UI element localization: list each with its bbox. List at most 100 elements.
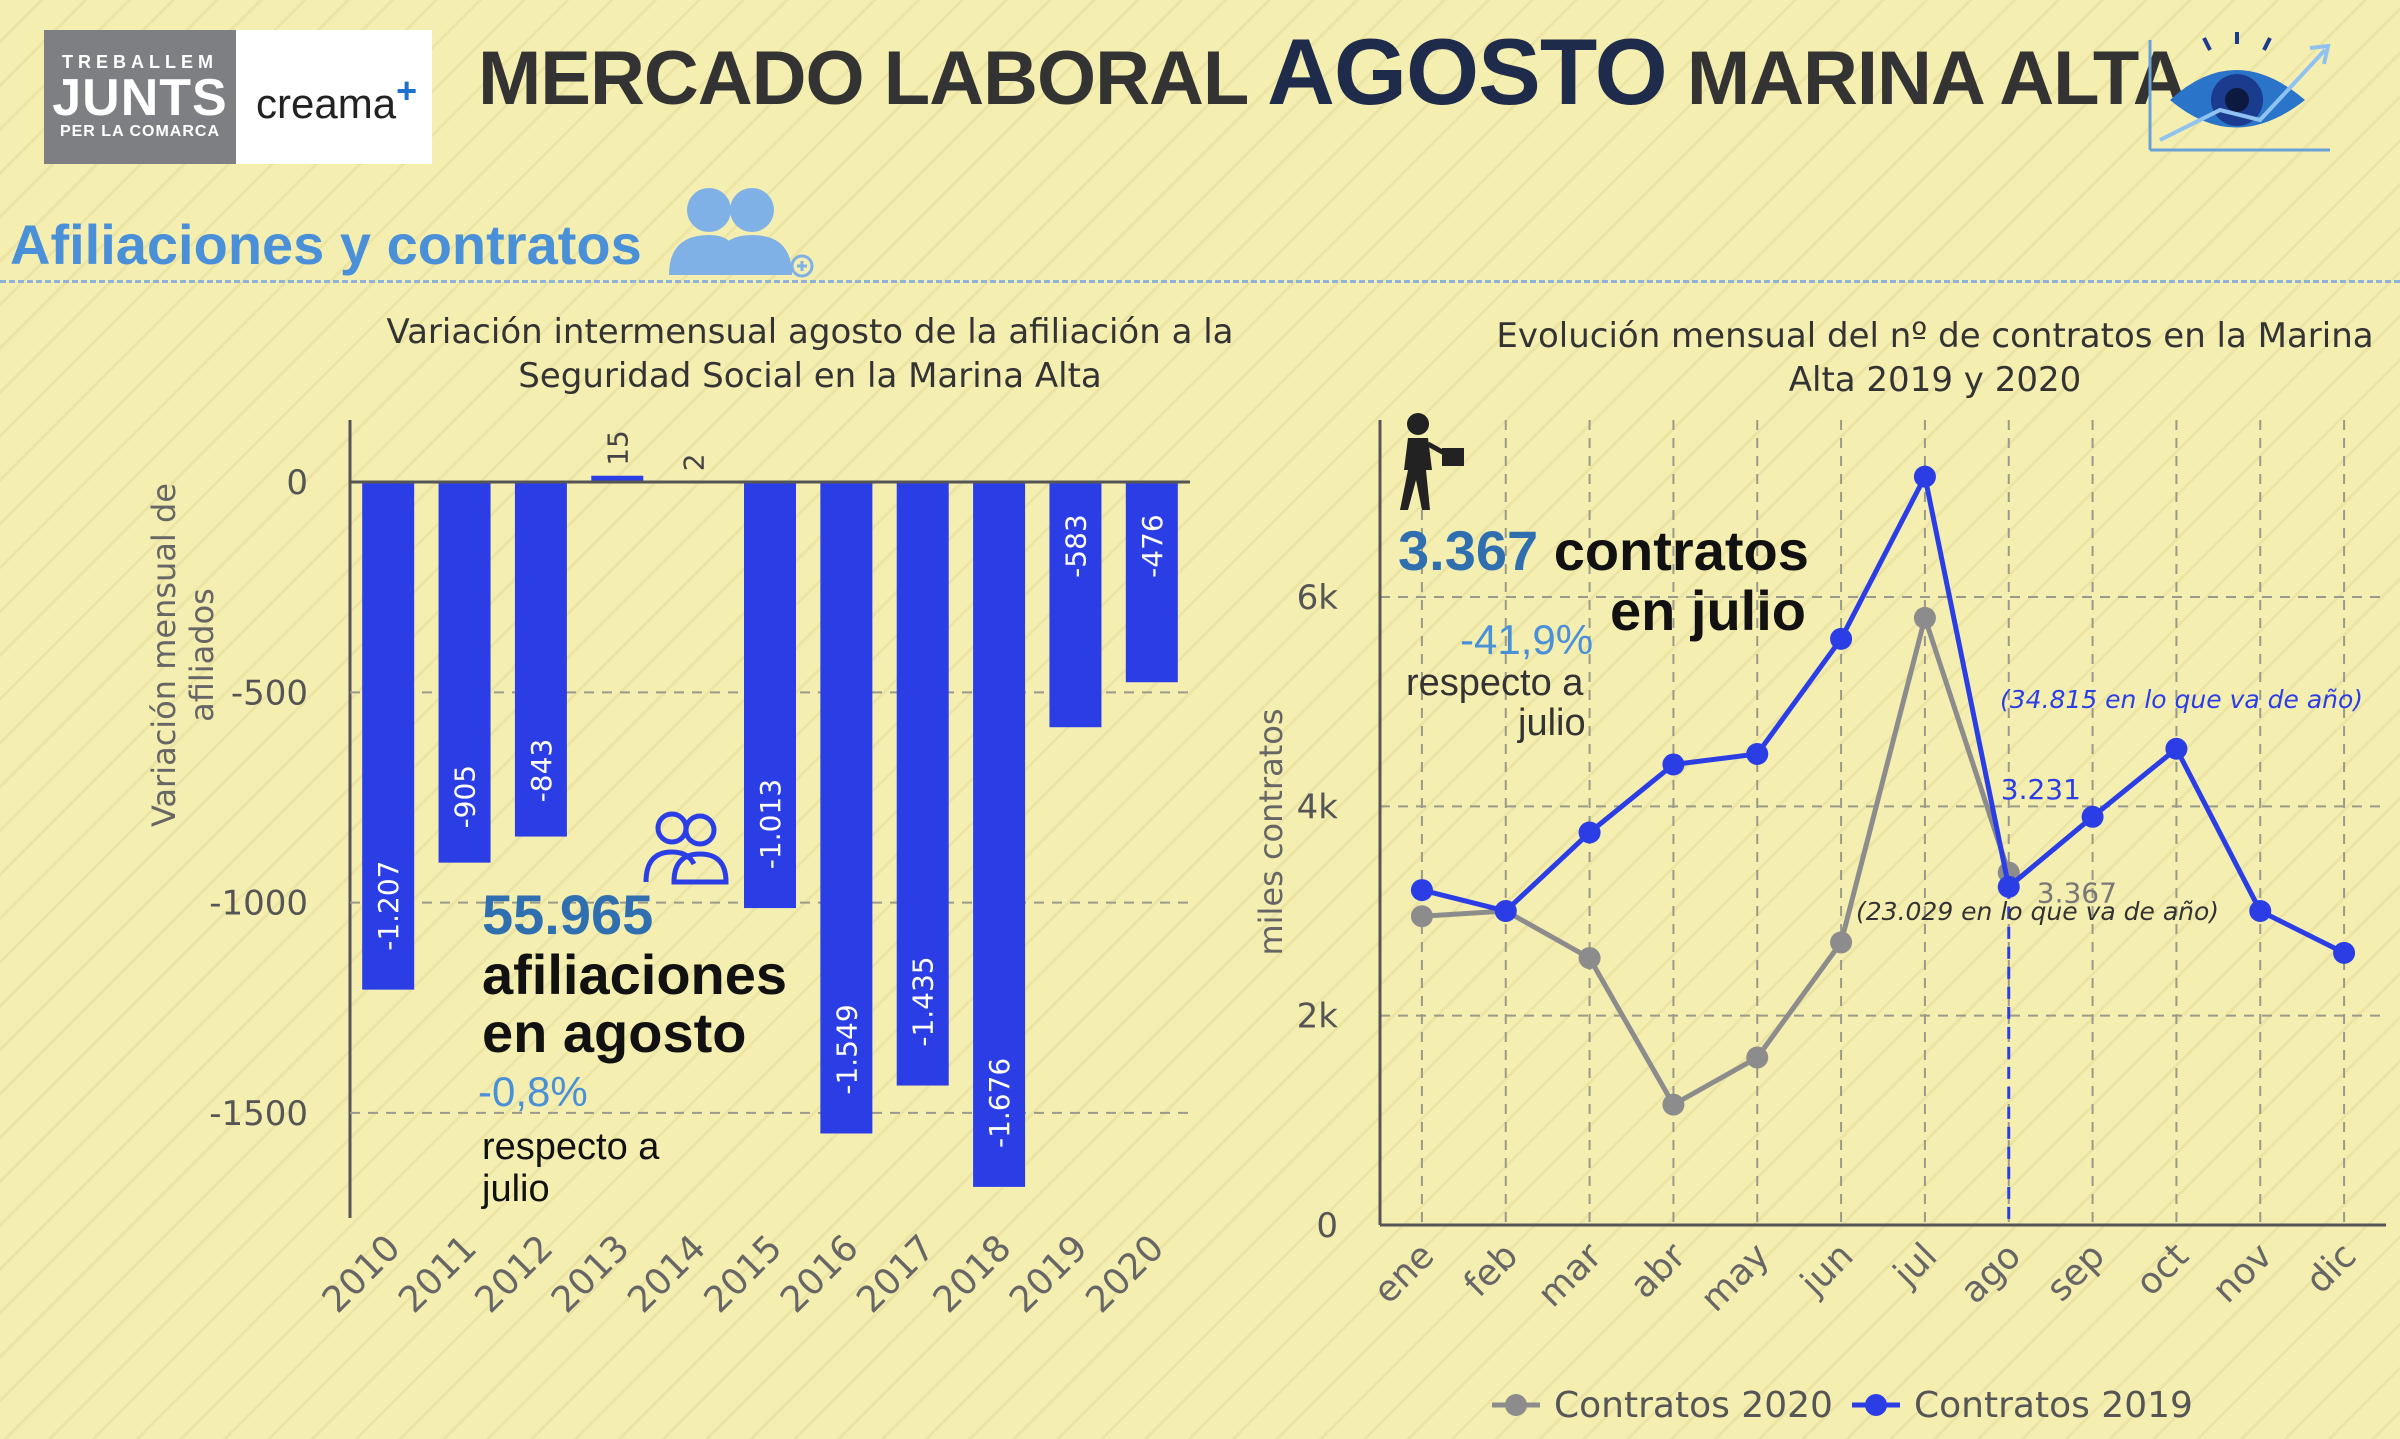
bar-value-label: -1.549 — [830, 1004, 863, 1094]
x-tick-label: abr — [1623, 1235, 1694, 1306]
data-point-2019 — [2081, 805, 2104, 828]
title-left: MERCADO LABORAL — [478, 36, 1248, 121]
legend-label: Contratos 2019 — [1914, 1385, 2193, 1426]
y-tick-label: -1500 — [209, 1094, 308, 1134]
creama-text: creama — [256, 80, 397, 127]
legend-swatch-dot — [1505, 1394, 1527, 1416]
data-point-2019 — [2333, 941, 2356, 964]
x-tick-label: jul — [1885, 1235, 1945, 1295]
affiliations-number: 55.965 — [482, 883, 654, 946]
affiliations-line2: en agosto — [482, 1001, 747, 1064]
data-point-2020 — [1410, 905, 1433, 928]
bar-2018 — [973, 482, 1026, 1187]
y-axis-title: Variación mensual de afiliados — [145, 483, 221, 827]
line-chart-title-line2: Alta 2019 y 2020 — [1788, 360, 2082, 400]
x-tick-label: oct — [2128, 1235, 2197, 1304]
bar-2015 — [744, 482, 796, 909]
businessman-icon — [1400, 413, 1464, 510]
contracts-resp1: respecto a — [1406, 662, 1584, 704]
section-title: Afiliaciones y contratos — [10, 213, 642, 276]
group-icon — [643, 811, 729, 885]
contracts-line2: en julio — [1610, 579, 1806, 642]
y-axis-title-line1: Variación mensual de — [145, 483, 183, 827]
logo-line2: JUNTS — [52, 69, 228, 127]
y-tick-label: -1000 — [209, 884, 308, 924]
line-chart-title: Evolución mensual del nº de contratos en… — [1490, 314, 2380, 402]
bar-2019 — [1049, 482, 1102, 728]
ytd-note-2019: (34.815 en lo que va de año) — [2000, 685, 2363, 714]
data-point-2019 — [2249, 900, 2272, 922]
bar-value-label: -476 — [1136, 514, 1169, 578]
bar-value-label: 15 — [601, 430, 634, 466]
people-icon — [669, 188, 814, 278]
y-axis-title: miles contratos — [1252, 708, 1290, 955]
data-point-2019 — [1410, 879, 1433, 902]
legend-swatch-dot — [1865, 1394, 1887, 1416]
bar-value-label: -1.435 — [907, 956, 940, 1046]
x-tick-label: nov — [2205, 1235, 2281, 1311]
affiliations-pct: -0,8% — [478, 1068, 588, 1115]
data-point-2020 — [1578, 947, 1601, 970]
bar-2016 — [820, 482, 873, 1134]
data-point-2019 — [1997, 875, 2020, 898]
y-tick-label: 0 — [286, 463, 308, 503]
data-point-2019 — [1494, 900, 1517, 922]
bar-2013 — [591, 475, 644, 483]
x-tick-label: feb — [1456, 1235, 1526, 1305]
data-point-2019 — [1830, 627, 1853, 650]
page-title: MERCADO LABORAL AGOSTO MARINA ALTA — [478, 18, 2188, 126]
legend-label: Contratos 2020 — [1554, 1385, 1833, 1426]
logo-box: TREBALLEM JUNTS PER LA COMARCA creama+ — [44, 30, 432, 164]
data-point-2020 — [1830, 931, 1853, 954]
logo-line1: TREBALLEM — [62, 52, 218, 72]
bar-chart-title: Variación intermensual agosto de la afil… — [350, 310, 1270, 398]
data-point-2020 — [1662, 1093, 1685, 1116]
y-tick-label: 4k — [1297, 787, 1339, 827]
contracts-resp2: julio — [1518, 702, 1586, 744]
logo-line3: PER LA COMARCA — [59, 123, 221, 140]
bar-value-label: -1.676 — [983, 1058, 1016, 1148]
x-tick-label: mar — [1530, 1235, 1610, 1315]
y-tick-label: 6k — [1297, 578, 1339, 618]
bar-value-label: -843 — [525, 739, 558, 803]
data-point-2019 — [1913, 465, 1936, 488]
bar-2020 — [1125, 482, 1178, 683]
series-line-2020 — [1421, 609, 2012, 1109]
x-tick-label: ago — [1953, 1235, 2029, 1311]
affiliations-resp1: respecto a — [482, 1126, 660, 1168]
y-tick-label: 2k — [1297, 997, 1339, 1037]
affiliations-line1: afiliaciones — [482, 943, 788, 1006]
contracts-line1: contratos — [1553, 519, 1809, 582]
data-point-2020 — [1746, 1046, 1769, 1069]
bar-2012 — [514, 482, 567, 837]
affiliations-resp2: julio — [482, 1168, 550, 1210]
creama-logo: creama+ — [256, 70, 417, 128]
contracts-number: 3.367 — [1398, 519, 1539, 582]
series-line-2019 — [1421, 469, 2346, 956]
title-month: AGOSTO — [1267, 19, 1668, 124]
title-right: MARINA ALTA — [1686, 36, 2188, 121]
data-point-2019 — [1578, 821, 1601, 844]
bar-chart-title-line1: Variación intermensual agosto de la afil… — [386, 312, 1234, 352]
bar-value-label: -905 — [449, 765, 482, 829]
ytd-note-2020: (23.029 en lo que va de año) — [1856, 897, 2219, 926]
y-axis-title-line2: afiliados — [183, 588, 221, 722]
bar-value-label: -1.013 — [754, 779, 787, 869]
x-tick-label: may — [1693, 1235, 1777, 1319]
bar-2010 — [362, 482, 415, 990]
creama-plus: + — [396, 70, 418, 111]
eye-chart-icon — [2148, 32, 2331, 152]
data-point-2019 — [1662, 753, 1685, 776]
line-chart-title-line1: Evolución mensual del nº de contratos en… — [1496, 316, 2374, 356]
data-point-2019 — [1746, 743, 1769, 765]
bar-value-label: -583 — [1059, 514, 1092, 578]
bar-2011 — [438, 482, 491, 863]
data-point-2019 — [2165, 737, 2188, 760]
y-tick-label: -500 — [231, 673, 308, 713]
bar-2017 — [896, 482, 949, 1086]
contracts-headline: 3.367 contratos — [1398, 518, 1809, 583]
bar-value-label: 2 — [678, 453, 711, 471]
point-label-ago-2019: 3.231 — [2001, 773, 2081, 806]
